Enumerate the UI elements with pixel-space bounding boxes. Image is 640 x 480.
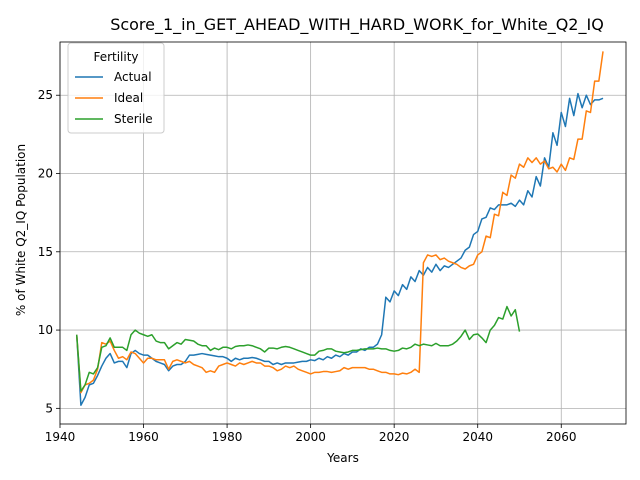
y-axis-label: % of White Q2_IQ Population: [14, 144, 28, 316]
x-tick-label: 2040: [462, 430, 493, 444]
legend: Fertility Actual Ideal Sterile: [67, 42, 165, 134]
x-axis-label: Years: [326, 451, 359, 465]
y-tick-label: 20: [38, 167, 53, 181]
series-line-ideal: [75, 51, 604, 394]
x-tick-label: 2060: [546, 430, 577, 444]
legend-title: Fertility: [93, 50, 138, 64]
x-tick-label: 1980: [212, 430, 243, 444]
y-tick-label: 5: [45, 401, 53, 415]
y-tick-label: 25: [38, 88, 53, 102]
legend-box: [67, 42, 165, 134]
x-axis-ticks: 1940 1960 1980 2000 2020 2040 2060: [45, 424, 577, 444]
y-axis-ticks: 5 10 15 20 25: [38, 88, 60, 415]
x-tick-label: 1940: [45, 430, 76, 444]
series-lines: [75, 51, 604, 406]
legend-label-ideal: Ideal: [114, 91, 143, 105]
x-tick-label: 2020: [379, 430, 410, 444]
legend-label-sterile: Sterile: [114, 112, 153, 126]
x-tick-label: 2000: [295, 430, 326, 444]
legend-label-actual: Actual: [114, 70, 152, 84]
plot-frame: [59, 41, 627, 425]
series-line-actual: [75, 92, 604, 406]
x-tick-label: 1960: [128, 430, 159, 444]
chart-title: Score_1_in_GET_AHEAD_WITH_HARD_WORK_for_…: [110, 15, 604, 35]
y-tick-label: 15: [38, 245, 53, 259]
series-line-sterile: [75, 305, 521, 392]
y-tick-label: 10: [38, 323, 53, 337]
